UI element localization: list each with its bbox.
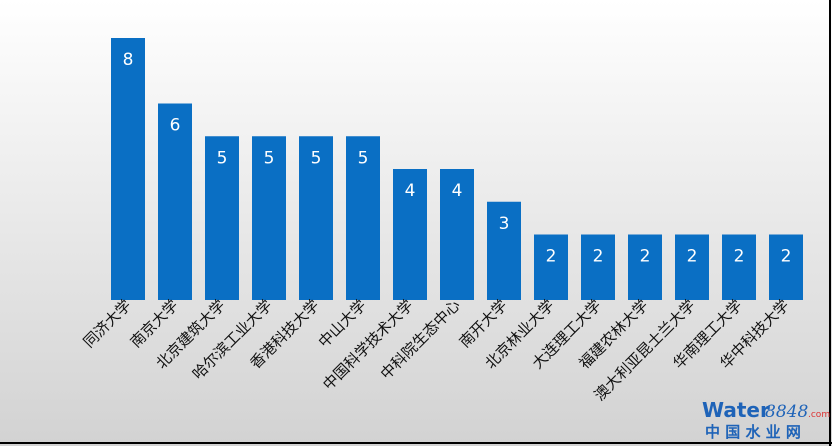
bar [158, 103, 192, 300]
bar [722, 234, 756, 300]
value-label: 5 [264, 148, 275, 168]
value-label: 2 [593, 247, 604, 267]
bar [628, 234, 662, 300]
bar [346, 136, 380, 300]
bar [534, 234, 568, 300]
value-label: 5 [358, 148, 369, 168]
value-label: 4 [405, 181, 416, 201]
watermark: Water 8848 .com 中 国 水 业 网 [702, 398, 830, 441]
value-label: 3 [499, 214, 510, 234]
watermark-brand: Water [702, 398, 770, 422]
value-label: 2 [687, 247, 698, 267]
bar [393, 169, 427, 300]
bar [675, 234, 709, 300]
bar [205, 136, 239, 300]
watermark-domain: .com [808, 410, 830, 420]
watermark-number: 8848 [765, 402, 808, 422]
bar [769, 234, 803, 300]
value-label: 2 [781, 247, 792, 267]
bar [111, 38, 145, 300]
value-label: 5 [311, 148, 322, 168]
bar [581, 234, 615, 300]
watermark-name: 中 国 水 业 网 [705, 423, 801, 441]
value-label: 2 [640, 247, 651, 267]
bar [252, 136, 286, 300]
value-label: 6 [170, 116, 181, 136]
value-label: 4 [452, 181, 463, 201]
value-label: 2 [734, 247, 745, 267]
value-label: 2 [546, 247, 557, 267]
value-label: 8 [123, 50, 134, 70]
bar [440, 169, 474, 300]
bar [299, 136, 333, 300]
value-label: 5 [217, 148, 228, 168]
bar [487, 201, 521, 300]
